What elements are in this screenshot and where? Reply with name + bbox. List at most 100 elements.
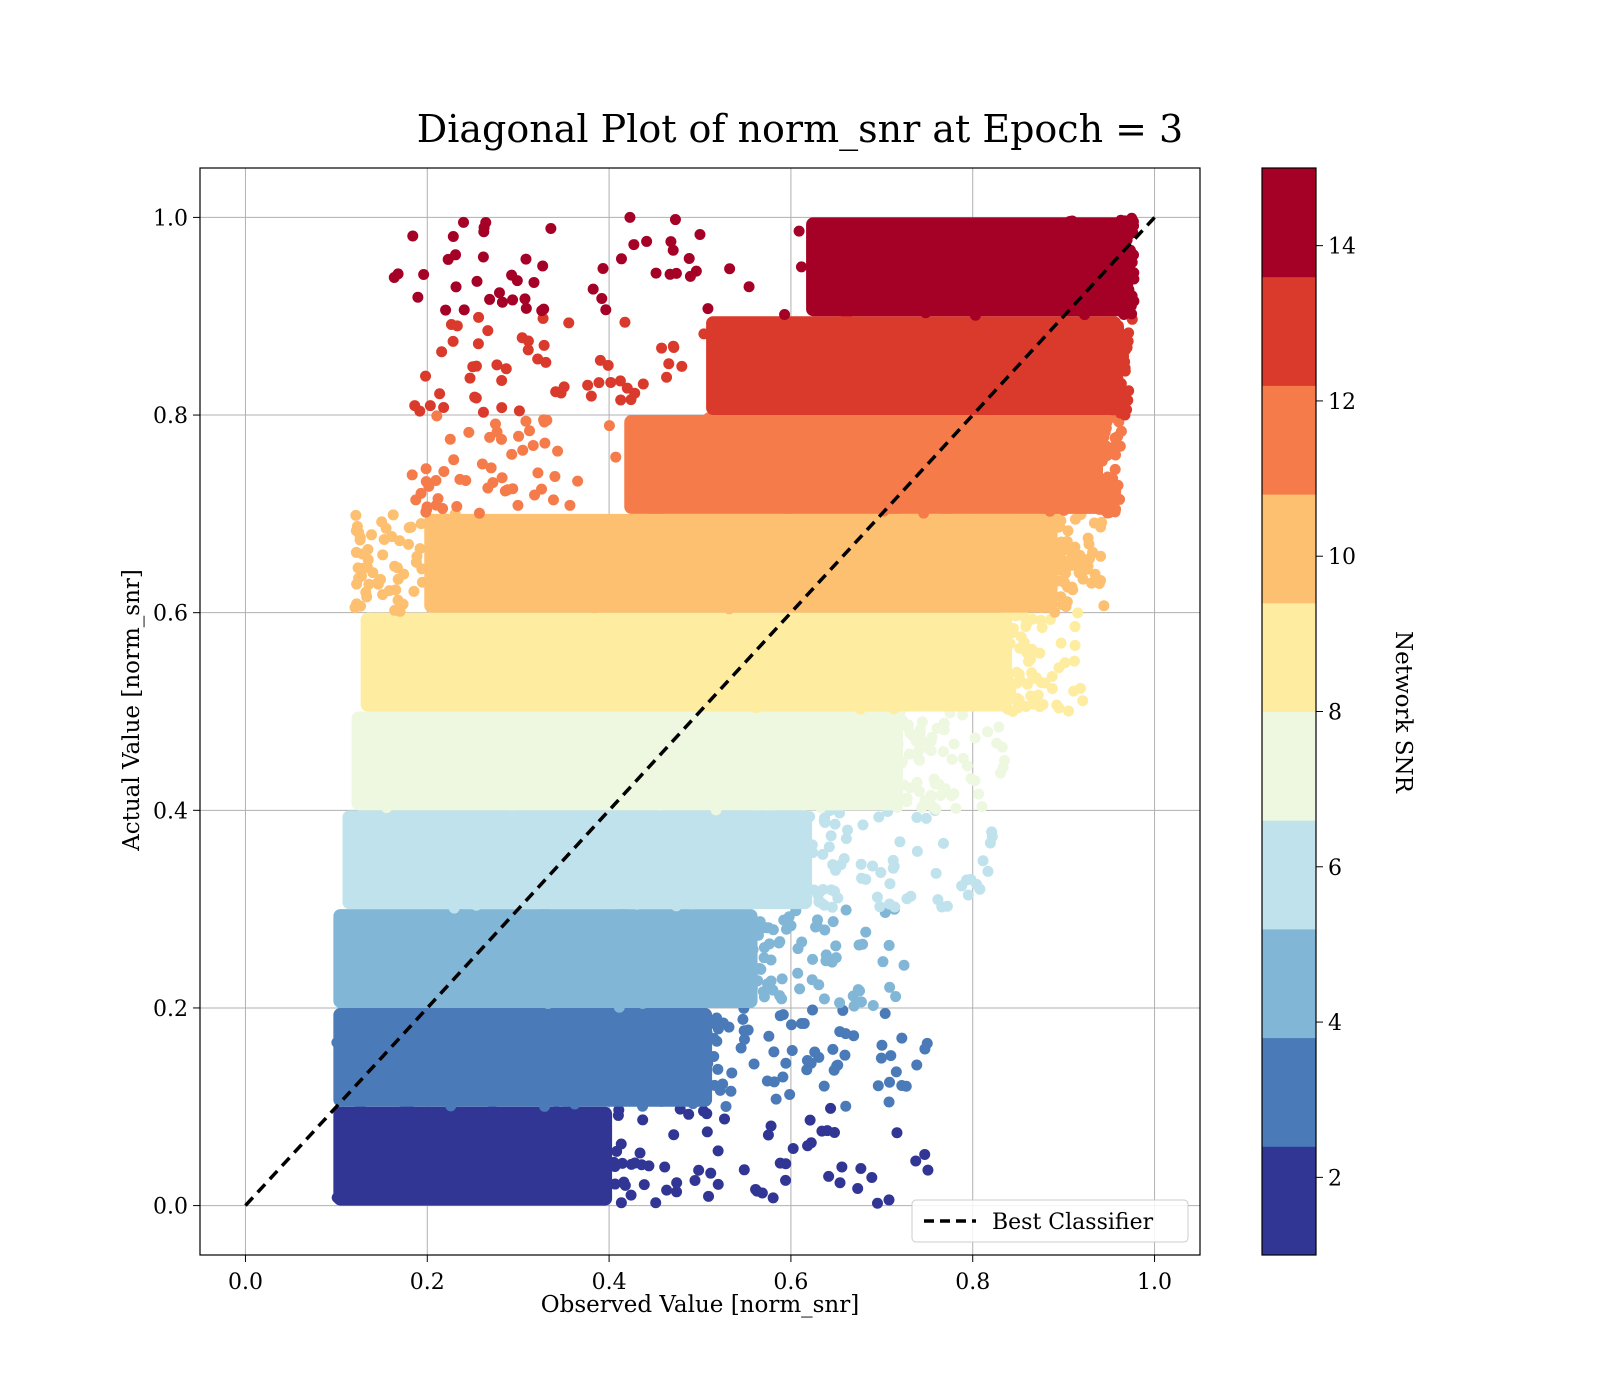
scatter-point bbox=[599, 1061, 611, 1073]
scatter-point bbox=[969, 309, 981, 321]
scatter-point bbox=[911, 613, 923, 625]
scatter-point bbox=[956, 298, 968, 310]
scatter-point bbox=[351, 861, 363, 873]
scatter-point bbox=[683, 1108, 695, 1120]
scatter-point bbox=[600, 1150, 612, 1162]
scatter-point bbox=[950, 802, 962, 814]
scatter-point bbox=[876, 1039, 888, 1051]
scatter-point bbox=[528, 716, 540, 728]
scatter-point bbox=[1122, 288, 1134, 300]
scatter-point bbox=[392, 268, 404, 280]
scatter-point bbox=[500, 1132, 512, 1144]
scatter-point bbox=[626, 485, 638, 497]
scatter-point bbox=[377, 1086, 389, 1098]
scatter-point bbox=[428, 1174, 440, 1186]
scatter-point bbox=[483, 1021, 495, 1033]
scatter-point bbox=[1061, 596, 1073, 608]
scatter-point bbox=[982, 272, 994, 284]
scatter-point bbox=[757, 734, 769, 746]
scatter-point bbox=[467, 990, 479, 1002]
scatter-point bbox=[779, 309, 791, 321]
scatter-point bbox=[834, 997, 846, 1009]
scatter-point bbox=[887, 854, 899, 866]
scatter-point bbox=[816, 1125, 828, 1137]
colorbar-tick-label: 12 bbox=[1328, 390, 1356, 415]
scatter-point bbox=[378, 860, 390, 872]
scatter-point bbox=[703, 1190, 715, 1202]
scatter-point bbox=[619, 316, 631, 328]
scatter-point bbox=[667, 244, 679, 256]
scatter-point bbox=[1096, 516, 1108, 528]
scatter-point bbox=[445, 784, 457, 796]
scatter-point bbox=[662, 964, 674, 976]
scatter-point bbox=[539, 437, 551, 449]
scatter-point bbox=[989, 245, 1001, 257]
scatter-point bbox=[937, 746, 949, 758]
scatter-point bbox=[875, 1052, 887, 1064]
scatter-point bbox=[914, 415, 926, 427]
scatter-point bbox=[896, 1032, 908, 1044]
scatter-point bbox=[437, 512, 449, 524]
scatter-point bbox=[599, 1166, 611, 1178]
scatter-point bbox=[802, 1140, 814, 1152]
scatter-point bbox=[379, 753, 391, 765]
scatter-point bbox=[758, 892, 770, 904]
scatter-point bbox=[1036, 602, 1048, 614]
scatter-point bbox=[371, 964, 383, 976]
scatter-point bbox=[956, 709, 968, 721]
scatter-point bbox=[418, 269, 430, 281]
scatter-point bbox=[825, 884, 837, 896]
scatter-point bbox=[455, 529, 467, 541]
scatter-point bbox=[808, 730, 820, 742]
scatter-point bbox=[338, 1082, 350, 1094]
scatter-point bbox=[1069, 513, 1081, 525]
scatter-point bbox=[661, 371, 673, 383]
scatter-point bbox=[773, 671, 785, 683]
scatter-point bbox=[847, 990, 859, 1002]
scatter-point bbox=[412, 291, 424, 303]
scatter-point bbox=[568, 681, 580, 693]
scatter-band-core bbox=[624, 415, 1103, 514]
scatter-point bbox=[619, 672, 631, 684]
scatter-point bbox=[746, 385, 758, 397]
scatter-point bbox=[820, 345, 832, 357]
scatter-point bbox=[985, 344, 997, 356]
scatter-point bbox=[636, 548, 648, 560]
scatter-point bbox=[386, 956, 398, 968]
scatter-point bbox=[448, 902, 460, 914]
scatter-point bbox=[846, 484, 858, 496]
scatter-point bbox=[364, 644, 376, 656]
scatter-point bbox=[511, 1130, 523, 1142]
scatter-point bbox=[471, 275, 483, 287]
scatter-point bbox=[725, 1085, 737, 1097]
scatter-point bbox=[1069, 639, 1081, 651]
scatter-point bbox=[818, 786, 830, 798]
scatter-point bbox=[1068, 655, 1080, 667]
scatter-point bbox=[493, 859, 505, 871]
scatter-point bbox=[523, 1020, 535, 1032]
scatter-point bbox=[908, 552, 920, 564]
scatter-point bbox=[482, 482, 494, 494]
scatter-point bbox=[493, 287, 505, 299]
scatter-point bbox=[523, 969, 535, 981]
scatter-point bbox=[930, 298, 942, 310]
scatter-band-core bbox=[333, 1007, 713, 1107]
scatter-point bbox=[673, 486, 685, 498]
scatter-point bbox=[507, 294, 519, 306]
scatter-point bbox=[1082, 560, 1094, 572]
scatter-point bbox=[931, 722, 943, 734]
scatter-point bbox=[602, 969, 614, 981]
scatter-point bbox=[520, 253, 532, 265]
scatter-point bbox=[498, 747, 510, 759]
scatter-point bbox=[778, 745, 790, 757]
scatter-point bbox=[862, 752, 874, 764]
scatter-point bbox=[656, 623, 668, 635]
scatter-point bbox=[572, 475, 584, 487]
scatter-point bbox=[1049, 606, 1061, 618]
scatter-point bbox=[638, 1179, 650, 1191]
scatter-point bbox=[386, 1088, 398, 1100]
scatter-point bbox=[904, 727, 916, 739]
scatter-point bbox=[600, 304, 612, 316]
scatter-point bbox=[563, 950, 575, 962]
scatter-point bbox=[894, 836, 906, 848]
